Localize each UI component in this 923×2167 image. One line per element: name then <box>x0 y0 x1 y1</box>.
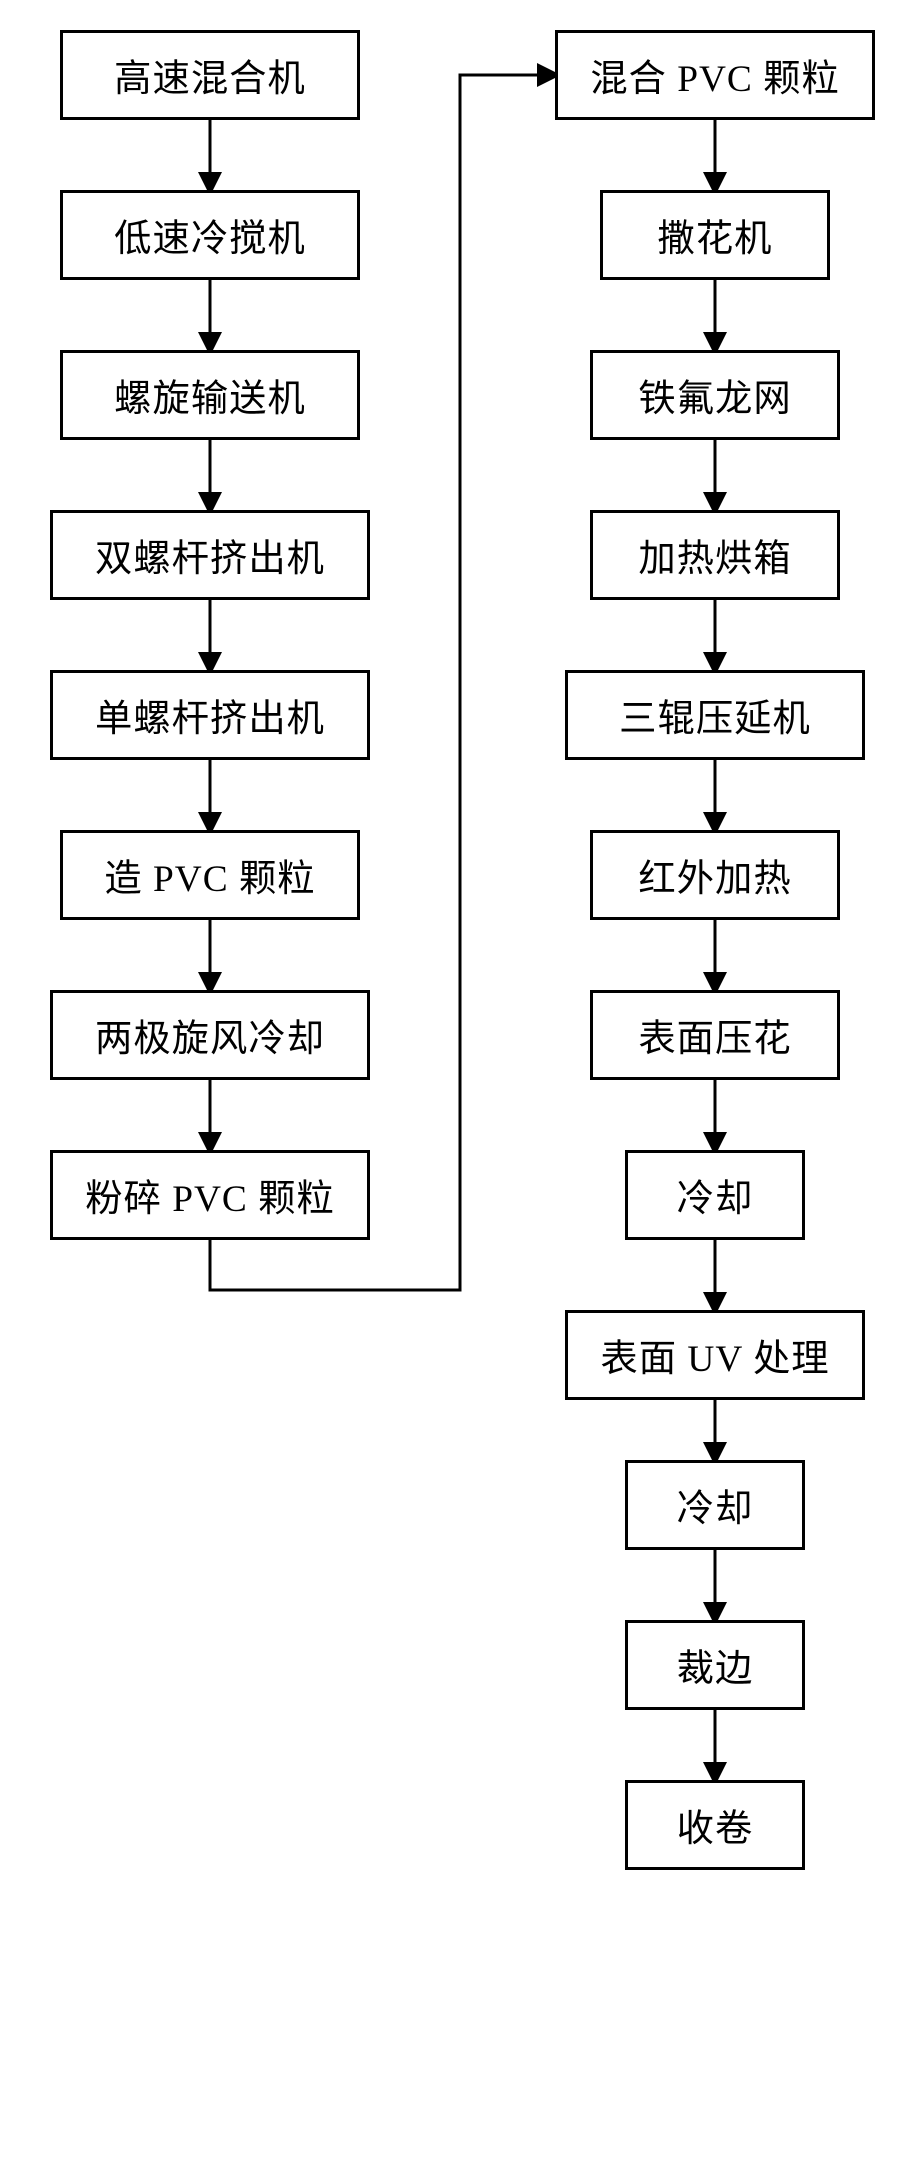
flowchart-node-label: 加热烘箱 <box>638 528 791 582</box>
flowchart-node-label: 双螺杆挤出机 <box>95 528 325 582</box>
flowchart-node-n1: 高速混合机 <box>60 30 360 120</box>
flowchart-node-n2: 低速冷搅机 <box>60 190 360 280</box>
flowchart-node-n16: 冷却 <box>625 1150 805 1240</box>
flowchart-node-n10: 撒花机 <box>600 190 830 280</box>
flowchart-node-label: 撒花机 <box>658 208 773 262</box>
flowchart-node-label: 混合 PVC 颗粒 <box>590 48 840 102</box>
flowchart-node-n6: 造 PVC 颗粒 <box>60 830 360 920</box>
flowchart-node-label: 冷却 <box>677 1478 754 1532</box>
flowchart-node-n11: 铁氟龙网 <box>590 350 840 440</box>
flowchart-node-n7: 两极旋风冷却 <box>50 990 370 1080</box>
flowchart-node-n4: 双螺杆挤出机 <box>50 510 370 600</box>
flowchart-node-label: 三辊压延机 <box>619 688 811 742</box>
flowchart-node-label: 单螺杆挤出机 <box>95 688 325 742</box>
flowchart-node-n3: 螺旋输送机 <box>60 350 360 440</box>
flowchart-node-n18: 冷却 <box>625 1460 805 1550</box>
flowchart-node-label: 表面压花 <box>638 1008 791 1062</box>
flowchart-node-n17: 表面 UV 处理 <box>565 1310 865 1400</box>
flowchart-node-n5: 单螺杆挤出机 <box>50 670 370 760</box>
flowchart-node-n20: 收卷 <box>625 1780 805 1870</box>
flowchart-node-n9: 混合 PVC 颗粒 <box>555 30 875 120</box>
flowchart-node-label: 冷却 <box>677 1168 754 1222</box>
flowchart-node-label: 红外加热 <box>638 848 791 902</box>
flowchart-node-label: 粉碎 PVC 颗粒 <box>85 1168 335 1222</box>
flowchart-node-n14: 红外加热 <box>590 830 840 920</box>
flowchart-node-label: 收卷 <box>677 1798 754 1852</box>
flowchart-node-label: 低速冷搅机 <box>114 208 306 262</box>
flowchart-node-label: 铁氟龙网 <box>638 368 791 422</box>
flowchart-node-label: 造 PVC 颗粒 <box>104 848 315 902</box>
flowchart-node-label: 高速混合机 <box>114 48 306 102</box>
flowchart-node-n12: 加热烘箱 <box>590 510 840 600</box>
flowchart-node-label: 螺旋输送机 <box>114 368 306 422</box>
flowchart-node-n15: 表面压花 <box>590 990 840 1080</box>
flowchart-node-n8: 粉碎 PVC 颗粒 <box>50 1150 370 1240</box>
flowchart-node-n19: 裁边 <box>625 1620 805 1710</box>
flowchart-node-label: 裁边 <box>677 1638 754 1692</box>
flowchart-node-label: 表面 UV 处理 <box>600 1328 829 1382</box>
flowchart-node-n13: 三辊压延机 <box>565 670 865 760</box>
process-flowchart: 高速混合机低速冷搅机螺旋输送机双螺杆挤出机单螺杆挤出机造 PVC 颗粒两极旋风冷… <box>0 0 923 2167</box>
flowchart-node-label: 两极旋风冷却 <box>95 1008 325 1062</box>
